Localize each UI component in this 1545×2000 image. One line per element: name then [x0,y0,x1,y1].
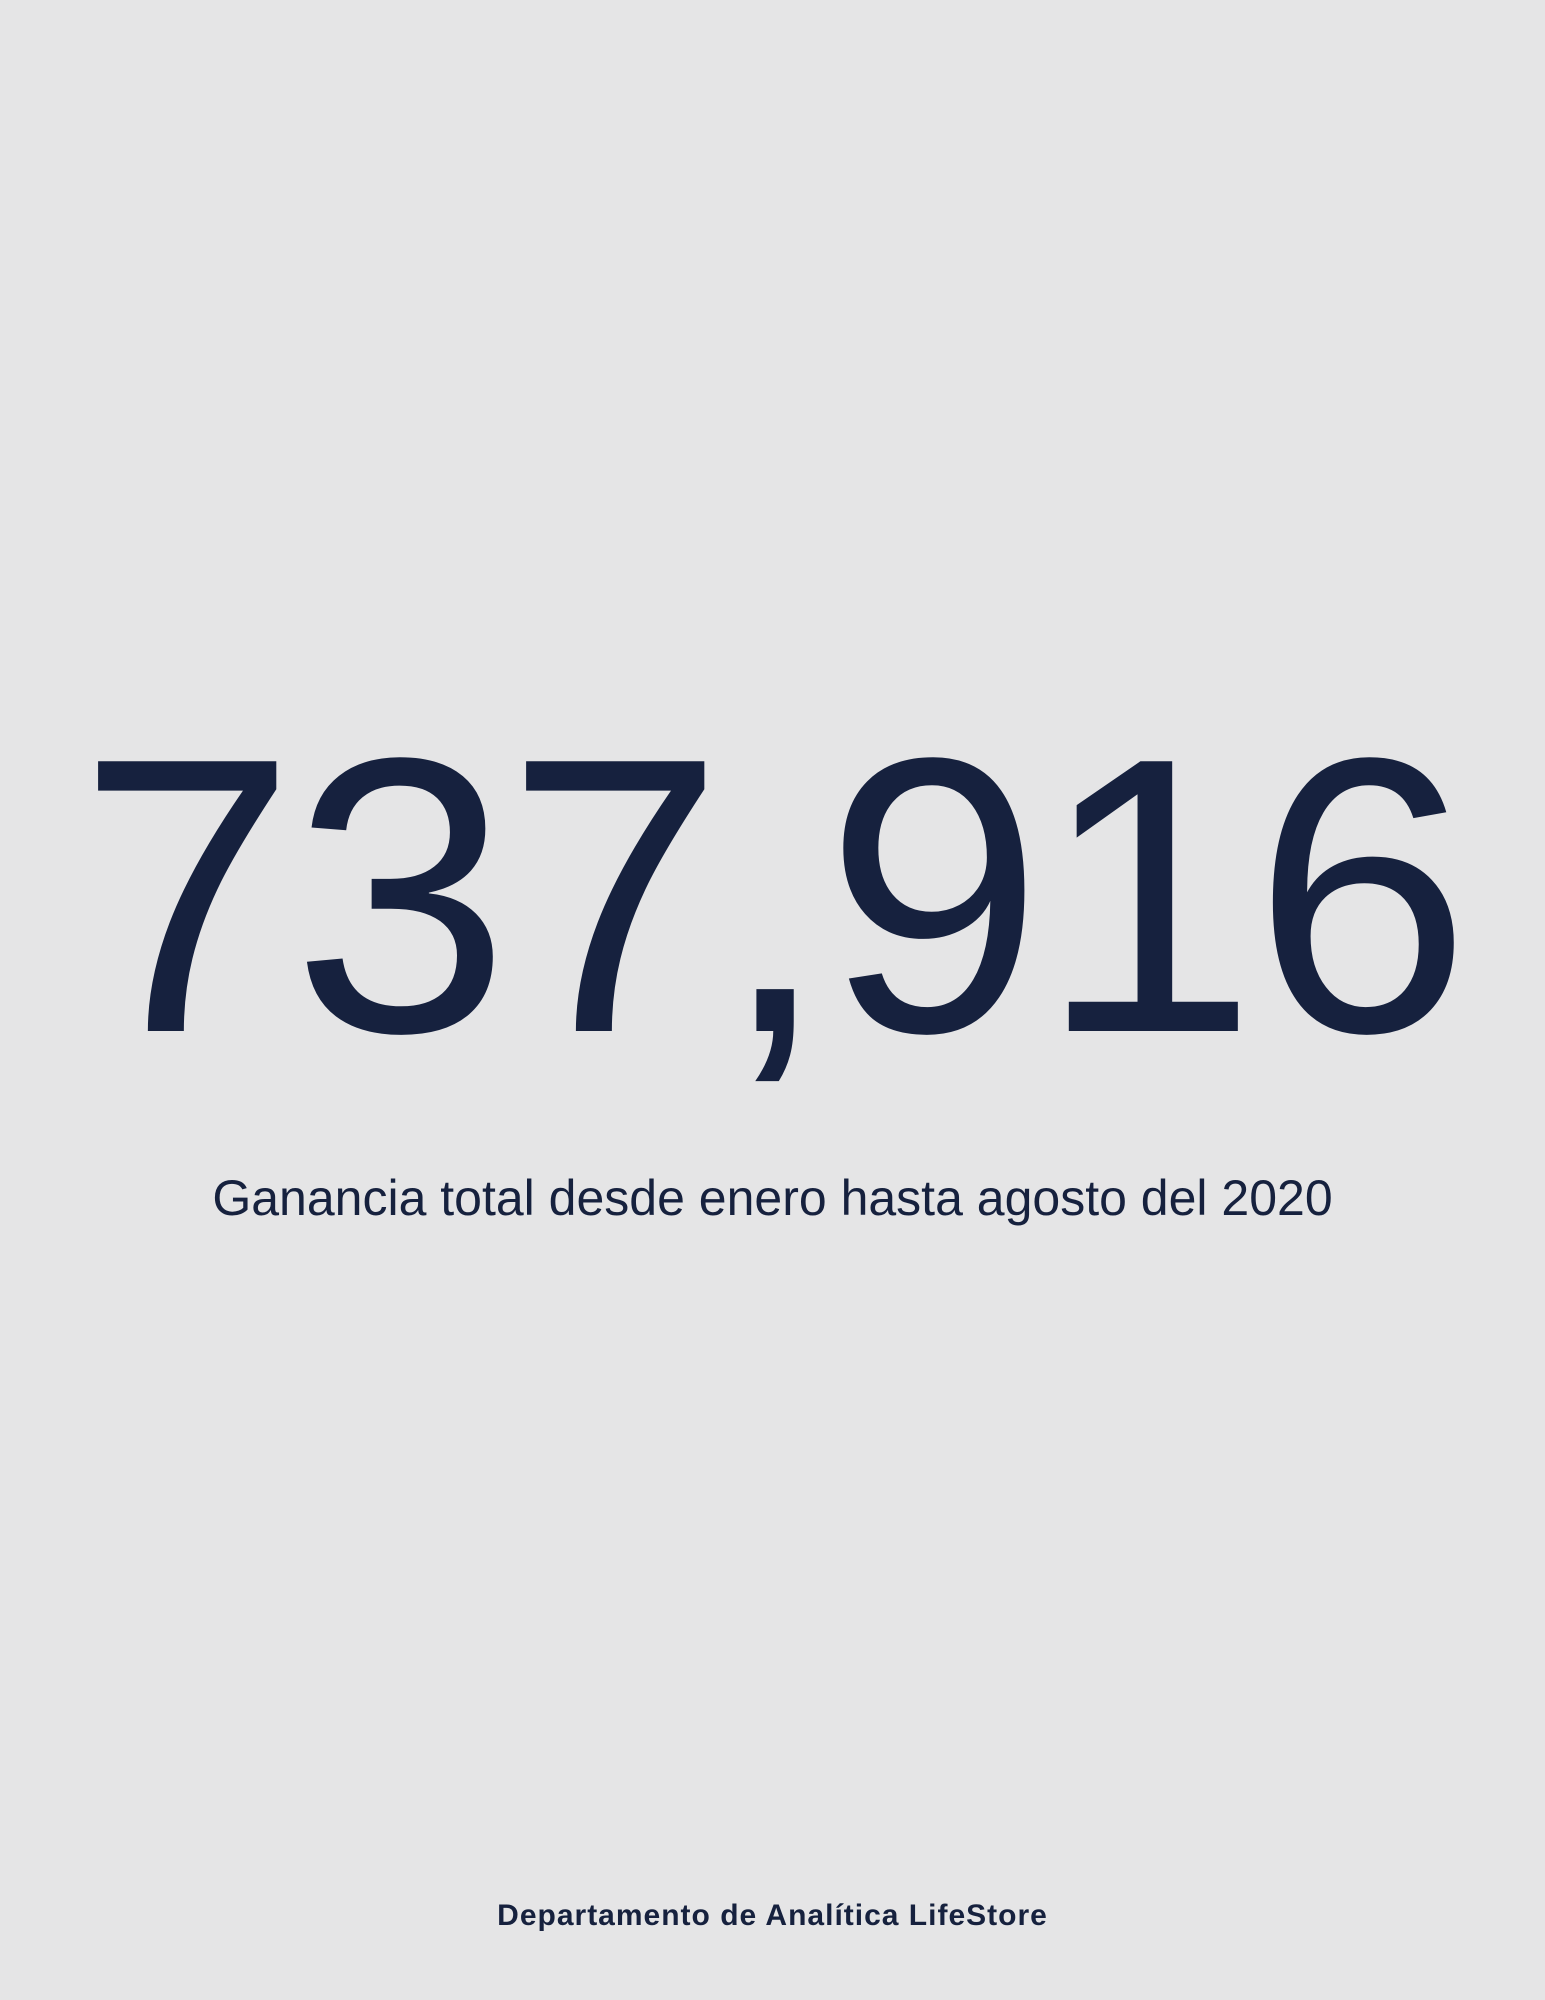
footer-text: Departamento de Analítica LifeStore [497,1899,1048,1932]
headline-caption: Ganancia total desde enero hasta agosto … [212,1170,1333,1226]
headline-value: 737,916 [78,677,1471,1115]
